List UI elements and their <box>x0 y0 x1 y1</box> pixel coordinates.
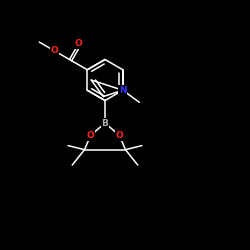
Text: N: N <box>119 86 126 95</box>
Text: O: O <box>50 46 58 55</box>
Text: B: B <box>102 118 108 128</box>
Text: O: O <box>87 131 94 140</box>
Text: O: O <box>75 39 82 48</box>
Text: O: O <box>116 131 123 140</box>
